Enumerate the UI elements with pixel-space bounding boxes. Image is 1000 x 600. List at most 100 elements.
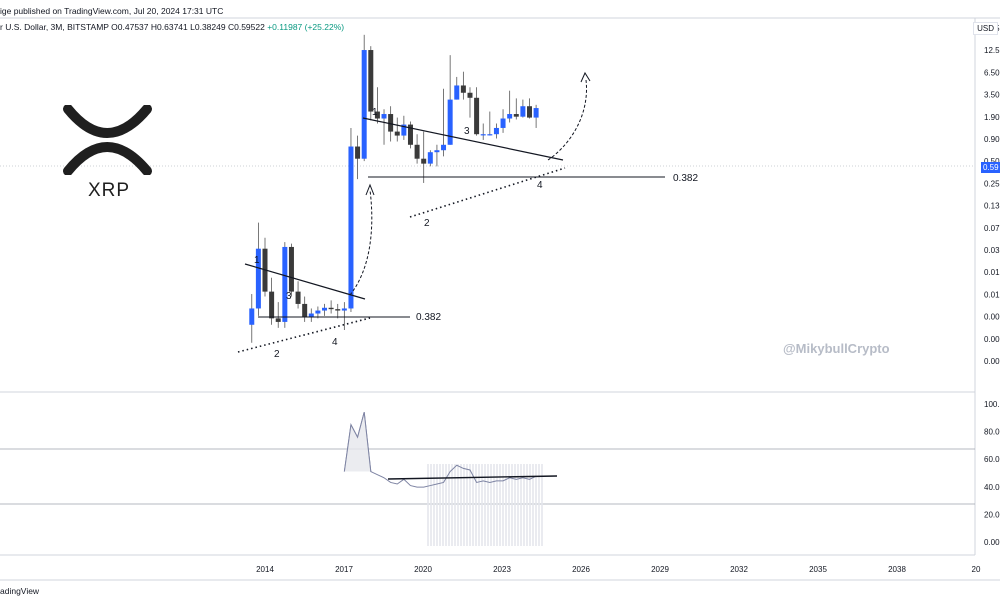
price-tick-label: 0.00 — [984, 313, 1000, 322]
current-price-badge: 0.59 — [981, 162, 1000, 173]
projection-arrow-2 — [547, 79, 588, 161]
price-tick-label: 0.50 — [984, 157, 1000, 166]
candle-body — [388, 114, 394, 132]
pivot-label: 2 — [274, 349, 280, 360]
ohlc-line: r U.S. Dollar, 3M, BITSTAMP O0.47537 H0.… — [0, 22, 344, 32]
time-tick-label: 2026 — [572, 565, 590, 574]
candle-body — [361, 50, 367, 159]
price-tick-label: 1.90 — [984, 113, 1000, 122]
rsi-support-line — [387, 475, 558, 480]
candle-body — [308, 313, 314, 317]
price-tick-label: 0.13 — [984, 202, 1000, 211]
triangle1-resistance — [244, 263, 366, 300]
rsi-line — [343, 412, 537, 488]
price-tick-label: 12.5 — [984, 46, 1000, 55]
time-tick-label: 2020 — [414, 565, 432, 574]
fib-label-1: 0.382 — [416, 312, 441, 323]
pivot-label: 3 — [464, 126, 470, 137]
price-tick-label: 6.50 — [984, 68, 1000, 77]
candle-body — [394, 131, 400, 136]
rsi-tick-label: 60.00 — [984, 455, 1000, 464]
ohlc-change: +0.11987 (+25.22%) — [267, 22, 345, 32]
triangle2-support — [409, 167, 566, 218]
candle-body — [533, 108, 539, 118]
candle-body — [374, 111, 380, 119]
fib-label-2: 0.382 — [673, 173, 698, 184]
candle-body — [381, 114, 387, 119]
author-watermark: @MikybullCrypto — [783, 341, 890, 356]
time-tick-label: 2038 — [888, 565, 906, 574]
candle-body — [407, 124, 413, 145]
candle-body — [467, 92, 473, 98]
candle-body — [269, 291, 275, 319]
publisher-line: ige published on TradingView.com, Jul 20… — [0, 6, 224, 16]
candle-body — [355, 146, 361, 159]
candle-body — [348, 146, 354, 309]
projection-arrowhead-2 — [580, 71, 591, 83]
candle-body — [427, 152, 433, 164]
price-tick-label: 0.01 — [984, 268, 1000, 277]
candle-body — [295, 291, 301, 304]
candle-body — [282, 246, 288, 322]
candle-body — [401, 124, 407, 136]
candle-body — [434, 150, 440, 153]
candle-body — [527, 106, 532, 118]
price-tick-label: 0.07 — [984, 224, 1000, 233]
xrp-logo-icon — [63, 105, 152, 175]
triangle2-resistance — [362, 117, 564, 161]
symbol-info: r U.S. Dollar, 3M, BITSTAMP — [0, 22, 109, 32]
candle-body — [480, 134, 486, 136]
candle-body — [441, 144, 447, 151]
candle-body — [322, 307, 328, 311]
projection-arrow-1 — [349, 189, 373, 296]
candle-body — [275, 318, 281, 322]
pivot-label: 2 — [424, 218, 430, 229]
rsi-line-peak — [343, 412, 372, 472]
candle-body — [500, 118, 506, 128]
rsi-tick-label: 0.00 — [984, 538, 1000, 547]
ohlc-open: O0.47537 — [111, 22, 149, 32]
price-tick-label: 0.01 — [984, 290, 1000, 299]
candle-body — [520, 106, 526, 117]
price-tick-label: 0.90 — [984, 135, 1000, 144]
price-tick-label: 0.00 — [984, 335, 1000, 344]
xrp-logo-text: XRP — [88, 180, 131, 201]
ohlc-high: H0.63741 — [150, 22, 188, 32]
price-tick-label: 0.25 — [984, 179, 1000, 188]
projection-arrowhead-1 — [365, 183, 375, 196]
rsi-tick-label: 40.00 — [984, 483, 1000, 492]
candle-body — [414, 144, 420, 159]
candle-body — [454, 85, 460, 100]
candle-body — [493, 127, 499, 135]
time-tick-label: 2029 — [651, 565, 669, 574]
candle-body — [460, 85, 466, 93]
candle-body — [249, 308, 255, 325]
time-tick-label: 2017 — [335, 565, 353, 574]
time-tick-label: 2035 — [809, 565, 827, 574]
rsi-tick-label: 20.00 — [984, 510, 1000, 519]
time-tick-label: 20 — [972, 565, 981, 574]
candle-body — [513, 114, 519, 117]
candle-body — [255, 248, 261, 309]
pivot-label: 4 — [537, 180, 543, 191]
candle-body — [487, 134, 493, 136]
ohlc-low: L0.38249 — [190, 22, 226, 32]
candle-body — [288, 246, 294, 292]
rsi-tick-label: 80.00 — [984, 428, 1000, 437]
candle-body — [315, 310, 321, 314]
pivot-label: 4 — [332, 337, 338, 348]
time-tick-label: 2032 — [730, 565, 748, 574]
candle-body — [302, 303, 308, 317]
candle-body — [368, 50, 374, 112]
currency-button[interactable]: USD — [973, 22, 998, 35]
candle-body — [474, 97, 480, 135]
candle-body — [328, 307, 334, 310]
price-tick-label: 0.03 — [984, 246, 1000, 255]
candle-body — [447, 99, 453, 145]
candle-body — [507, 114, 513, 119]
price-tick-label: 0.00 — [984, 357, 1000, 366]
candle-body — [421, 158, 427, 164]
ohlc-close: C0.59522 — [227, 22, 265, 32]
pivot-label: 1 — [254, 255, 260, 266]
